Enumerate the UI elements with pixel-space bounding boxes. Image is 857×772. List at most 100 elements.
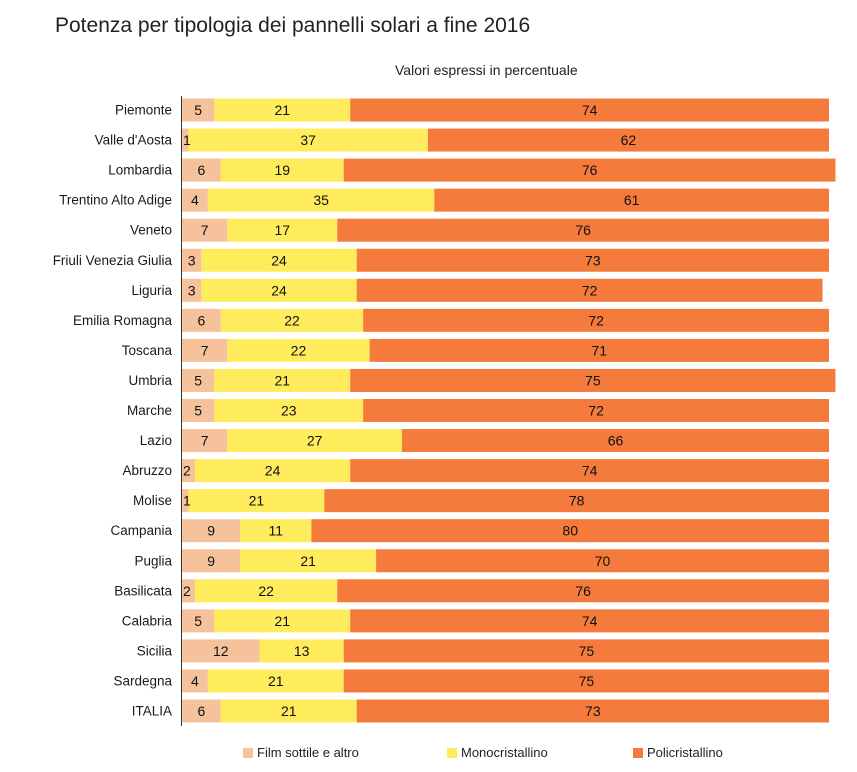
bar-segment: [182, 669, 208, 693]
data-label: 17: [274, 222, 290, 238]
data-label: 9: [207, 523, 215, 539]
category-label: Umbria: [128, 373, 172, 388]
data-label: 4: [191, 673, 199, 689]
bar-segment: [182, 98, 215, 122]
legend-swatch: [243, 747, 253, 758]
bar-segment: [188, 128, 428, 152]
data-label: 74: [582, 102, 598, 118]
data-label: 1: [183, 493, 191, 509]
category-label: Lombardia: [108, 163, 172, 178]
data-label: 76: [582, 162, 598, 178]
bars-layer: [182, 98, 836, 723]
data-label: 5: [194, 613, 202, 629]
data-label: 6: [198, 312, 206, 328]
data-label: 78: [569, 493, 585, 509]
bar-segment: [356, 278, 823, 302]
bar-segment: [182, 128, 189, 152]
data-label: 74: [582, 613, 598, 629]
data-label: 9: [207, 553, 215, 569]
data-label: 75: [579, 643, 595, 659]
data-label: 2: [183, 583, 191, 599]
data-label: 2: [183, 463, 191, 479]
data-label: 22: [284, 312, 300, 328]
data-label: 1: [183, 132, 191, 148]
data-label: 27: [307, 433, 323, 449]
legend-label: Policristallino: [647, 745, 723, 760]
bar-segment: [214, 368, 351, 392]
category-label: ITALIA: [132, 704, 172, 719]
data-label: 80: [562, 523, 578, 539]
category-label: Friuli Venezia Giulia: [53, 253, 173, 268]
category-label: Lazio: [140, 433, 172, 448]
data-label: 24: [271, 252, 287, 268]
data-label: 21: [274, 613, 290, 629]
bar-segment: [214, 98, 351, 122]
bar-segment: [194, 579, 338, 603]
bar-segment: [194, 459, 351, 483]
data-label: 6: [198, 703, 206, 719]
category-label: Veneto: [130, 223, 172, 238]
bar-segment: [188, 489, 325, 513]
bar-segment: [434, 188, 829, 212]
bar-segment: [350, 98, 829, 122]
category-label: Sardegna: [113, 673, 172, 688]
category-label: Puglia: [134, 553, 172, 568]
bar-segment: [220, 158, 344, 182]
bar-segment: [220, 308, 364, 332]
bar-segment: [201, 248, 357, 272]
category-label: Toscana: [122, 343, 173, 358]
data-label: 35: [313, 192, 329, 208]
data-label: 62: [621, 132, 637, 148]
data-label: 6: [198, 162, 206, 178]
data-label: 71: [592, 342, 608, 358]
category-label: Calabria: [122, 613, 173, 628]
bar-segment: [227, 429, 402, 453]
bar-segment: [182, 459, 195, 483]
bar-segment: [376, 549, 829, 573]
data-label: 75: [579, 673, 595, 689]
legend-item: Policristallino: [633, 745, 723, 760]
bar-segment: [356, 699, 829, 723]
data-label: 21: [274, 102, 290, 118]
category-label: Marche: [127, 403, 172, 418]
bar-segment: [227, 218, 338, 242]
bar-segment: [182, 429, 228, 453]
bar-segment: [350, 609, 829, 633]
category-label: Molise: [133, 493, 172, 508]
bar-segment: [182, 278, 202, 302]
data-label: 12: [213, 643, 229, 659]
category-label: Emilia Romagna: [73, 313, 173, 328]
bar-segment: [369, 338, 829, 362]
data-label: 74: [582, 463, 598, 479]
bar-segment: [337, 218, 829, 242]
data-label: 72: [588, 403, 604, 419]
data-label: 75: [585, 372, 601, 388]
data-label: 13: [294, 643, 310, 659]
data-label: 21: [268, 673, 284, 689]
category-label: Basilicata: [114, 583, 172, 598]
bar-segment: [182, 188, 208, 212]
bar-segment: [324, 489, 829, 513]
category-label: Abruzzo: [122, 463, 172, 478]
bar-segment: [350, 368, 836, 392]
data-label: 70: [595, 553, 611, 569]
bar-segment: [427, 128, 829, 152]
bar-segment: [182, 158, 221, 182]
bar-segment: [356, 248, 829, 272]
bar-segment: [343, 639, 829, 663]
bar-segment: [182, 218, 228, 242]
data-label: 21: [300, 553, 316, 569]
data-label: 22: [258, 583, 274, 599]
legend-swatch: [447, 747, 457, 758]
data-label: 21: [249, 493, 265, 509]
data-label: 11: [269, 523, 284, 539]
data-label: 3: [188, 282, 196, 298]
bar-segment: [182, 639, 260, 663]
data-label: 37: [300, 132, 316, 148]
bar-segment: [182, 609, 215, 633]
data-label: 7: [201, 433, 209, 449]
legend-label: Monocristallino: [461, 745, 548, 760]
data-label: 21: [274, 372, 290, 388]
bar-segment: [259, 639, 344, 663]
data-label: 73: [585, 252, 601, 268]
